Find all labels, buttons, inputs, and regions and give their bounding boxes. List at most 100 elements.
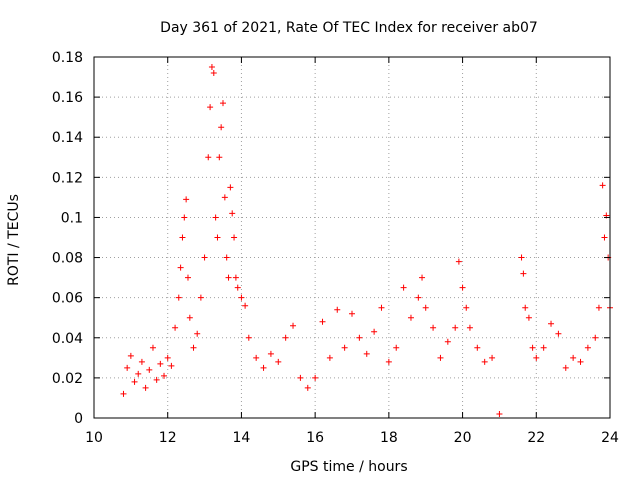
data-point: [290, 322, 297, 329]
data-point: [164, 354, 171, 361]
data-point: [529, 344, 536, 351]
data-point: [149, 344, 156, 351]
data-point: [153, 376, 160, 383]
data-point: [400, 284, 407, 291]
data-point: [577, 358, 584, 365]
data-point: [242, 302, 249, 309]
y-tick-label: 0.1: [61, 210, 83, 226]
y-tick-label: 0: [74, 411, 83, 427]
data-point: [184, 274, 191, 281]
data-point: [297, 374, 304, 381]
data-point: [592, 334, 599, 341]
data-point: [124, 364, 131, 371]
data-point: [599, 182, 606, 189]
data-point: [210, 70, 217, 77]
y-tick-label: 0.16: [52, 90, 83, 106]
data-point: [459, 284, 466, 291]
y-tick-label: 0.02: [52, 371, 83, 387]
data-point: [161, 372, 168, 379]
data-point: [334, 306, 341, 313]
data-point: [518, 254, 525, 261]
data-point: [172, 324, 179, 331]
data-point: [282, 334, 289, 341]
y-tick-label: 0.12: [52, 170, 83, 186]
data-point: [522, 304, 529, 311]
x-axis-label: GPS time / hours: [290, 459, 407, 475]
data-point: [444, 338, 451, 345]
x-tick-label: 10: [85, 430, 103, 446]
data-point: [183, 196, 190, 203]
data-point: [205, 154, 212, 161]
data-point: [407, 314, 414, 321]
data-point: [356, 334, 363, 341]
data-point: [319, 318, 326, 325]
data-point: [584, 344, 591, 351]
data-point: [415, 294, 422, 301]
chart-title: Day 361 of 2021, Rate Of TEC Index for r…: [160, 20, 538, 36]
data-point: [489, 354, 496, 361]
data-point: [168, 362, 175, 369]
data-point: [455, 258, 462, 265]
data-point: [201, 254, 208, 261]
data-point: [275, 358, 282, 365]
data-point: [231, 234, 238, 241]
data-point: [363, 350, 370, 357]
data-point: [474, 344, 481, 351]
data-point: [466, 324, 473, 331]
data-point: [253, 354, 260, 361]
data-point: [229, 210, 236, 217]
data-point: [214, 234, 221, 241]
x-tick-label: 18: [380, 430, 398, 446]
data-point: [138, 358, 145, 365]
data-point: [393, 344, 400, 351]
data-point: [131, 378, 138, 385]
data-point: [601, 234, 608, 241]
data-points: [120, 64, 613, 417]
data-point: [304, 384, 311, 391]
data-point: [238, 294, 245, 301]
y-tick-label: 0.04: [52, 331, 83, 347]
data-point: [221, 194, 228, 201]
data-point: [177, 264, 184, 271]
data-point: [548, 320, 555, 327]
data-point: [216, 154, 223, 161]
data-point: [135, 370, 142, 377]
data-point: [385, 358, 392, 365]
data-point: [437, 354, 444, 361]
data-point: [349, 310, 355, 317]
data-point: [212, 214, 219, 221]
data-point: [146, 366, 153, 373]
y-tick-label: 0.14: [52, 130, 83, 146]
data-point: [525, 314, 532, 321]
data-point: [181, 214, 188, 221]
data-point: [341, 344, 348, 351]
plot-frame: [93, 56, 611, 419]
data-point: [186, 314, 193, 321]
x-tick-label: 24: [601, 430, 619, 446]
data-point: [326, 354, 333, 361]
data-point: [157, 360, 164, 367]
data-point: [175, 294, 182, 301]
y-tick-label: 0.08: [52, 251, 83, 267]
x-tick-label: 12: [159, 430, 177, 446]
x-tick-label: 20: [454, 430, 472, 446]
data-point: [227, 184, 234, 191]
data-point: [520, 270, 527, 277]
data-point: [371, 328, 378, 335]
data-point: [430, 324, 437, 331]
data-point: [267, 350, 274, 357]
data-point: [260, 364, 267, 371]
data-point: [208, 64, 215, 71]
x-tick-labels: 10 12 14 16 18 20 22 24: [85, 430, 619, 446]
data-point: [312, 374, 319, 381]
data-point: [540, 344, 547, 351]
data-point: [481, 358, 488, 365]
data-point: [220, 100, 226, 107]
data-point: [422, 304, 429, 311]
y-axis-label: ROTI / TECUs: [6, 194, 22, 286]
data-point: [463, 304, 470, 311]
data-point: [378, 304, 385, 311]
data-point: [232, 274, 239, 281]
data-point: [120, 390, 127, 397]
x-tick-label: 14: [233, 430, 251, 446]
